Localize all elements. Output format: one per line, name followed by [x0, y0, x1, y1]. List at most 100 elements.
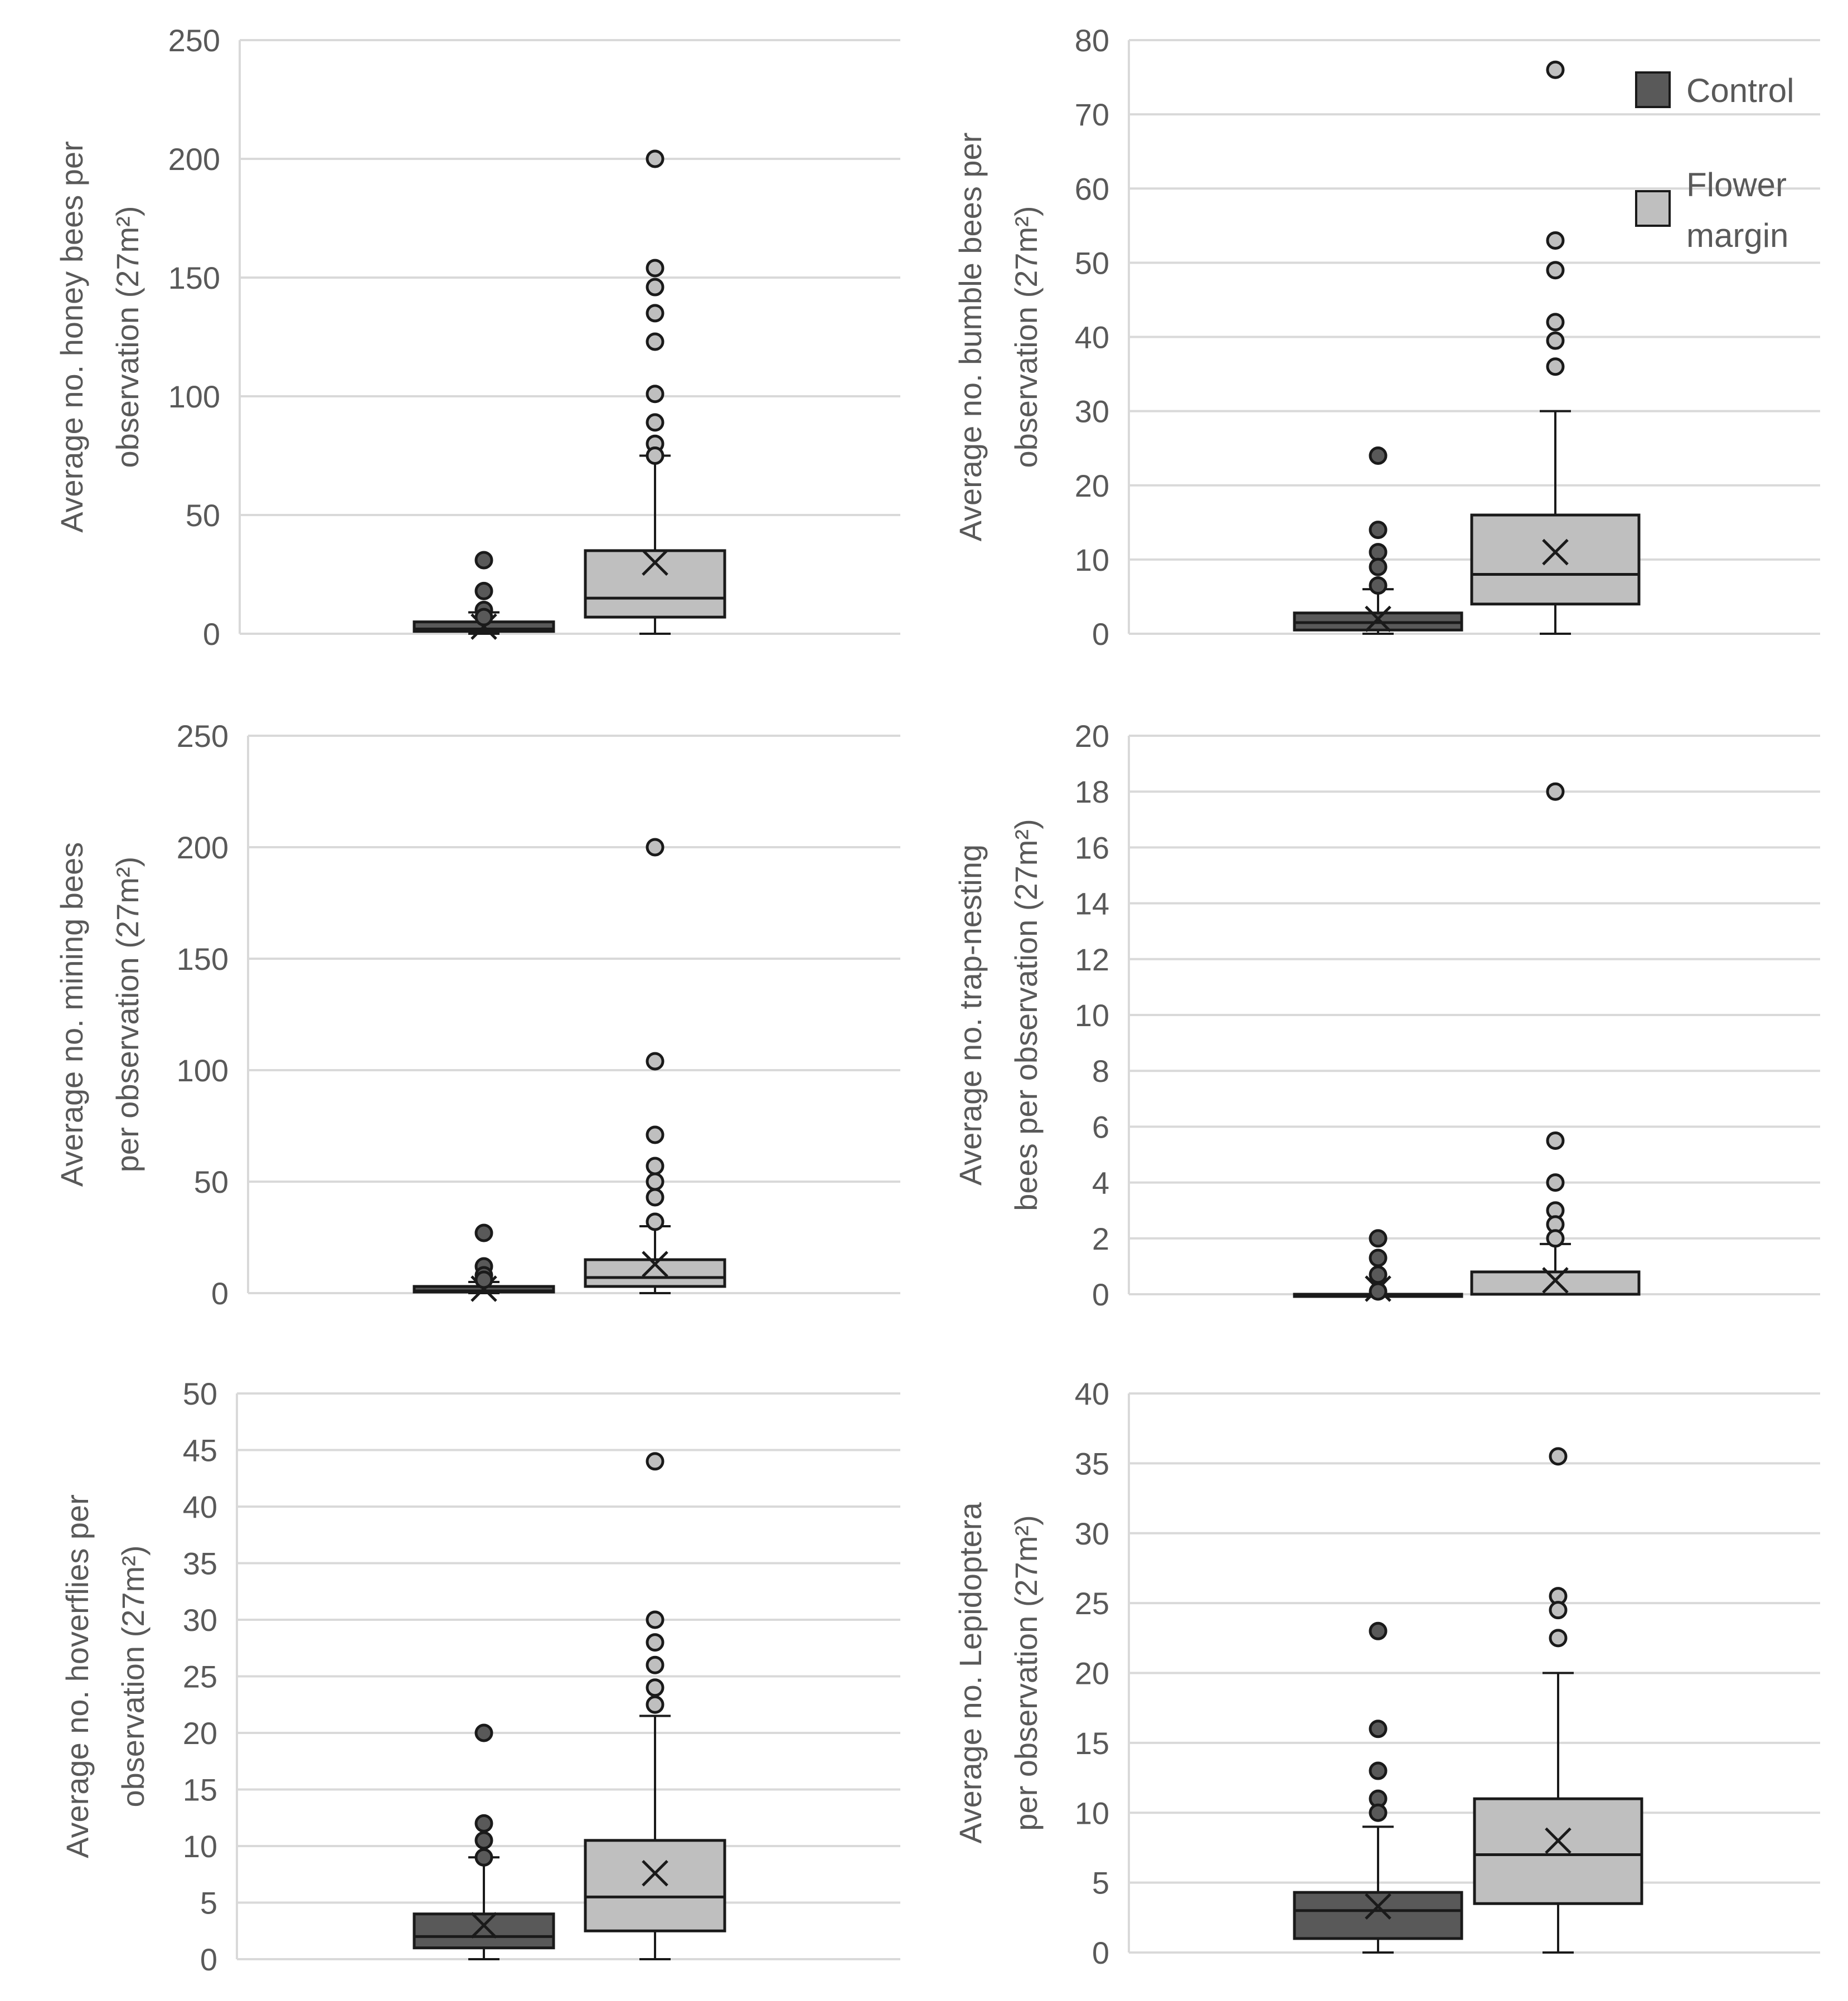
- outlier-point: [646, 332, 664, 351]
- y-axis-title-line1: Average no. mining bees: [54, 842, 89, 1187]
- y-axis-title-line2: per observation (27m²): [110, 857, 145, 1172]
- outlier-point: [646, 1157, 664, 1176]
- outlier-point: [1369, 1249, 1388, 1267]
- y-tick-label: 20: [1075, 468, 1109, 503]
- legend-swatch-flower-margin: [1635, 190, 1671, 227]
- outlier-point: [1546, 782, 1565, 801]
- outlier-point: [1549, 1447, 1568, 1466]
- chart-legend: Control Flower margin: [1635, 71, 1794, 254]
- outlier-point: [474, 551, 493, 570]
- y-tick-label: 0: [211, 1276, 229, 1311]
- outlier-point: [1369, 1282, 1388, 1301]
- y-tick-label: 35: [1075, 1446, 1109, 1481]
- outlier-point: [646, 259, 664, 278]
- outlier-point: [646, 1452, 664, 1471]
- box-iqr: [1470, 1270, 1641, 1296]
- y-tick-label: 30: [1075, 394, 1109, 429]
- box-iqr: [1473, 1797, 1643, 1905]
- chart-panel-2: 0 10 20 30 40 50 60 70 80 Average no. bumble bees…: [953, 23, 1820, 652]
- y-tick-label: 70: [1075, 97, 1109, 132]
- outlier-point: [1546, 313, 1565, 332]
- y-tick-label: 200: [168, 142, 220, 177]
- outlier-point: [646, 1678, 664, 1697]
- outlier-point: [1546, 60, 1565, 79]
- outlier-point: [646, 1655, 664, 1674]
- y-tick-label: 150: [177, 941, 229, 977]
- mean-marker: [642, 1251, 668, 1278]
- box-control: [1293, 1229, 1463, 1302]
- y-tick-label: 0: [203, 616, 220, 652]
- outlier-point: [646, 385, 664, 404]
- outlier-point: [1369, 446, 1388, 465]
- y-tick-label: 20: [1075, 718, 1109, 754]
- outlier-point: [646, 149, 664, 168]
- y-axis-title-line1: Average no. Lepidoptera: [953, 1502, 988, 1843]
- mean-marker: [1542, 538, 1569, 566]
- outlier-point: [646, 413, 664, 432]
- outlier-point: [1546, 261, 1565, 280]
- box-flower-margin: [1470, 60, 1641, 635]
- mean-marker: [471, 1912, 497, 1939]
- mean-marker: [1542, 1267, 1569, 1294]
- y-axis-title: Average no. honey bees per observation (2…: [54, 141, 145, 533]
- outlier-point: [474, 1223, 493, 1242]
- outlier-point: [474, 1831, 493, 1850]
- outlier-point: [1546, 331, 1565, 350]
- outlier-point: [646, 1633, 664, 1652]
- y-tick-label: 12: [1075, 942, 1109, 977]
- chart-panel-5: 0 5 10 15 20 25 30 35 40 45 50 Average no. hoverfli…: [60, 1376, 900, 1977]
- y-tick-label: 50: [1075, 245, 1109, 280]
- y-tick-label: 100: [168, 379, 220, 414]
- box-control: [1293, 446, 1463, 635]
- y-axis-title-line1: Average no. hoverflies per: [60, 1494, 95, 1858]
- outlier-point: [474, 1848, 493, 1867]
- y-tick-label: 80: [1075, 23, 1109, 58]
- box-control: [1293, 1621, 1463, 1954]
- y-tick-label: 5: [1092, 1866, 1109, 1901]
- outlier-point: [1369, 576, 1388, 595]
- y-tick-label: 100: [177, 1053, 229, 1088]
- y-tick-label: 200: [177, 830, 229, 865]
- y-tick-label: 50: [194, 1164, 229, 1199]
- y-tick-label: 30: [183, 1602, 217, 1638]
- outlier-point: [1546, 1173, 1565, 1192]
- y-tick-label: 20: [1075, 1656, 1109, 1691]
- box-flower-margin: [1470, 782, 1641, 1296]
- outlier-point: [646, 1052, 664, 1071]
- outlier-point: [1369, 557, 1388, 576]
- outlier-point: [646, 1212, 664, 1231]
- y-tick-label: 10: [1075, 1795, 1109, 1830]
- outlier-point: [1546, 1229, 1565, 1248]
- box-iqr: [584, 1839, 726, 1932]
- outlier-point: [1369, 543, 1388, 562]
- chart-panel-6: 0 5 10 15 20 25 30 35 40 Average no. Lepidoptera p…: [953, 1376, 1820, 1970]
- outlier-point: [646, 1188, 664, 1207]
- y-tick-label: 40: [1075, 1376, 1109, 1411]
- y-tick-label: 4: [1092, 1165, 1109, 1201]
- y-tick-label: 50: [186, 498, 220, 533]
- y-axis-title-line1: Average no. bumble bees per: [953, 133, 988, 542]
- y-tick-label: 18: [1075, 774, 1109, 809]
- y-tick-label: 50: [183, 1376, 217, 1411]
- y-tick-label: 6: [1092, 1109, 1109, 1144]
- outlier-point: [1369, 1229, 1388, 1248]
- outlier-point: [646, 1125, 664, 1144]
- y-tick-label: 25: [1075, 1586, 1109, 1621]
- y-axis-title-line2: bees per observation (27m²): [1008, 819, 1044, 1211]
- y-tick-label: 250: [168, 23, 220, 58]
- outlier-point: [1546, 1131, 1565, 1150]
- outlier-point: [646, 278, 664, 297]
- legend-label-control: Control: [1686, 72, 1794, 109]
- outlier-point: [474, 1270, 493, 1289]
- outlier-point: [1369, 1621, 1388, 1640]
- y-tick-label: 60: [1075, 171, 1109, 206]
- chart-panel-3: 0 50 100 150 200 250 Average no. mining bees pe…: [54, 718, 900, 1311]
- outlier-point: [1369, 521, 1388, 540]
- box-control: [413, 551, 555, 640]
- y-tick-label: 10: [1075, 542, 1109, 577]
- outlier-point: [1546, 357, 1565, 376]
- outlier-point: [1369, 1265, 1388, 1284]
- y-axis-title: Average no. hoverflies per observation (2…: [60, 1494, 151, 1858]
